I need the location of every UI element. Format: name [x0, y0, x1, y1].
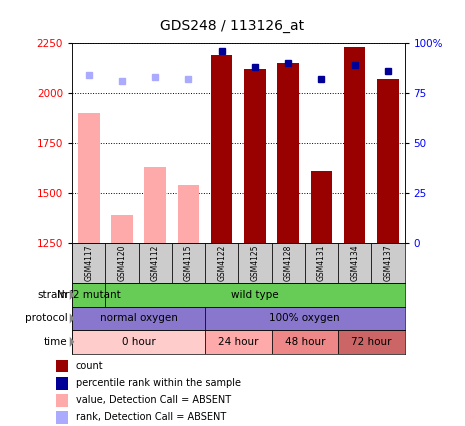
- Bar: [72, 243, 105, 283]
- Bar: [205, 307, 405, 330]
- Text: GSM4122: GSM4122: [217, 245, 226, 281]
- Bar: [278, 63, 299, 243]
- Bar: [56, 412, 68, 423]
- Bar: [56, 377, 68, 389]
- Bar: [56, 394, 68, 406]
- Bar: [305, 243, 338, 283]
- Bar: [244, 69, 266, 243]
- Text: 0 hour: 0 hour: [122, 337, 155, 347]
- Bar: [78, 112, 100, 243]
- Text: GSM4137: GSM4137: [384, 245, 392, 281]
- Text: count: count: [75, 361, 103, 371]
- Text: GSM4125: GSM4125: [251, 245, 259, 281]
- Bar: [145, 167, 166, 243]
- Text: 24 hour: 24 hour: [218, 337, 259, 347]
- Text: time: time: [44, 337, 67, 347]
- Bar: [344, 46, 365, 243]
- Text: Nrf2 mutant: Nrf2 mutant: [57, 290, 120, 300]
- Bar: [205, 330, 272, 354]
- Bar: [56, 360, 68, 372]
- Text: percentile rank within the sample: percentile rank within the sample: [75, 378, 240, 389]
- Bar: [239, 243, 272, 283]
- Bar: [111, 215, 133, 243]
- Bar: [72, 307, 205, 330]
- Bar: [72, 283, 105, 307]
- Text: GSM4128: GSM4128: [284, 245, 292, 281]
- Bar: [72, 330, 205, 354]
- Bar: [205, 243, 239, 283]
- Text: 48 hour: 48 hour: [285, 337, 325, 347]
- Text: normal oxygen: normal oxygen: [100, 314, 178, 323]
- Text: GSM4112: GSM4112: [151, 245, 159, 281]
- Bar: [372, 243, 405, 283]
- Text: GSM4120: GSM4120: [118, 245, 126, 281]
- Bar: [377, 79, 399, 243]
- Bar: [139, 243, 172, 283]
- Text: GSM4115: GSM4115: [184, 245, 193, 281]
- Bar: [172, 243, 205, 283]
- Text: GSM4131: GSM4131: [317, 245, 326, 281]
- Bar: [178, 185, 199, 243]
- Text: wild type: wild type: [231, 290, 279, 300]
- Text: value, Detection Call = ABSENT: value, Detection Call = ABSENT: [75, 395, 231, 406]
- Bar: [338, 243, 371, 283]
- Text: strain: strain: [37, 290, 67, 300]
- Text: GSM4117: GSM4117: [84, 245, 93, 281]
- Text: 72 hour: 72 hour: [351, 337, 392, 347]
- Bar: [211, 55, 232, 243]
- Text: GDS248 / 113126_at: GDS248 / 113126_at: [160, 19, 305, 33]
- Bar: [105, 243, 139, 283]
- Text: rank, Detection Call = ABSENT: rank, Detection Call = ABSENT: [75, 412, 226, 423]
- Text: GSM4134: GSM4134: [350, 245, 359, 281]
- Bar: [272, 243, 305, 283]
- Bar: [272, 330, 338, 354]
- Bar: [311, 171, 332, 243]
- Bar: [338, 330, 405, 354]
- Text: protocol: protocol: [25, 314, 67, 323]
- Text: 100% oxygen: 100% oxygen: [270, 314, 340, 323]
